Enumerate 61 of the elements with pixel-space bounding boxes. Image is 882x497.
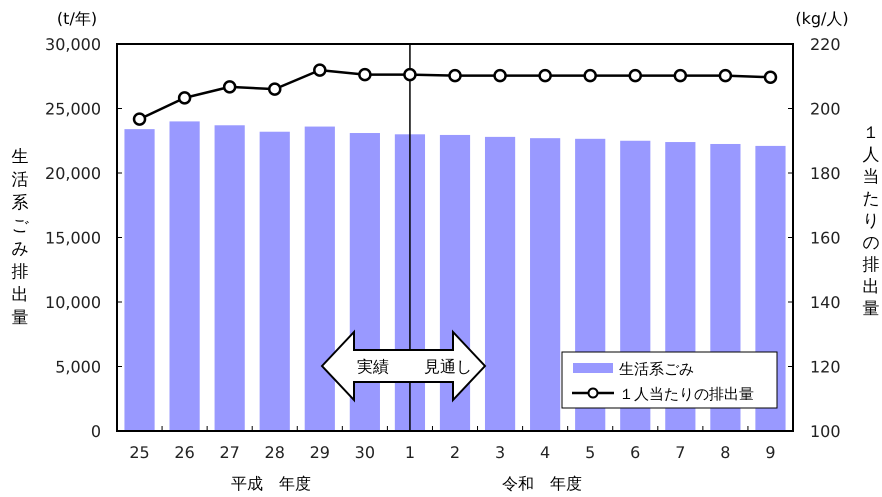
annotation: 見通し — [424, 357, 472, 376]
bar — [260, 132, 290, 431]
bar — [484, 136, 516, 431]
point — [764, 70, 778, 84]
x-tick-label: 30 — [354, 443, 376, 462]
point — [358, 68, 372, 82]
legend-label: １人当たりの排出量 — [619, 385, 754, 403]
point — [674, 68, 688, 82]
point — [718, 68, 732, 82]
x-tick-label: 28 — [264, 443, 285, 462]
bar — [304, 126, 335, 431]
point — [268, 82, 282, 96]
bar — [530, 138, 560, 431]
text: 令和 年度 — [502, 474, 582, 493]
y-tick-label: 25,000 — [45, 100, 101, 118]
text: (t/年) — [56, 9, 98, 28]
point — [448, 68, 462, 82]
bar — [124, 129, 155, 431]
y-tick-label: 5,000 — [55, 358, 101, 376]
x-tick-label: 27 — [219, 443, 240, 462]
x-tick-label: 8 — [720, 443, 730, 462]
point — [132, 112, 146, 126]
text: １人当たりの排出量 — [862, 123, 880, 319]
y-tick-label: 0 — [90, 422, 101, 441]
x-tick-label: 9 — [765, 443, 776, 462]
x-tick-label: 26 — [174, 443, 195, 462]
annotation: 実績 — [357, 357, 389, 376]
text: 平成 年度 — [231, 474, 311, 493]
point — [403, 68, 417, 82]
text: (kg/人) — [795, 9, 849, 28]
y2-tick-label: 180 — [810, 164, 841, 183]
point — [178, 91, 192, 105]
x-tick-label: 4 — [540, 443, 550, 462]
y2-tick-label: 140 — [810, 293, 841, 312]
y-tick-label: 20,000 — [45, 164, 101, 183]
x-tick-label: 1 — [404, 443, 416, 462]
y-tick-label: 15,000 — [45, 228, 101, 248]
y2-tick-label: 220 — [810, 35, 841, 54]
legend-label: 生活系ごみ — [619, 360, 694, 378]
y-tick-label: 10,000 — [45, 293, 101, 312]
x-tick-label: 29 — [310, 443, 330, 462]
bar — [170, 121, 200, 431]
point — [628, 68, 642, 82]
y2-tick-label: 100 — [810, 422, 841, 441]
point — [313, 63, 327, 77]
point — [583, 68, 597, 82]
point — [538, 68, 552, 82]
x-tick-label: 6 — [630, 443, 640, 462]
point — [222, 80, 236, 94]
y-tick-label: 30,000 — [45, 35, 101, 54]
x-tick-label: 2 — [450, 443, 460, 462]
y2-tick-label: 120 — [810, 358, 841, 376]
bar — [214, 125, 245, 431]
x-tick-label: 3 — [494, 443, 506, 462]
y2-tick-label: 160 — [810, 228, 841, 248]
point — [493, 68, 507, 82]
x-tick-label: 5 — [585, 443, 596, 462]
x-tick-label: 7 — [675, 443, 686, 462]
x-tick-label: 25 — [129, 443, 150, 462]
y-axis-title: 生活系ごみ排出量 — [12, 147, 30, 328]
y2-tick-label: 200 — [810, 100, 841, 118]
